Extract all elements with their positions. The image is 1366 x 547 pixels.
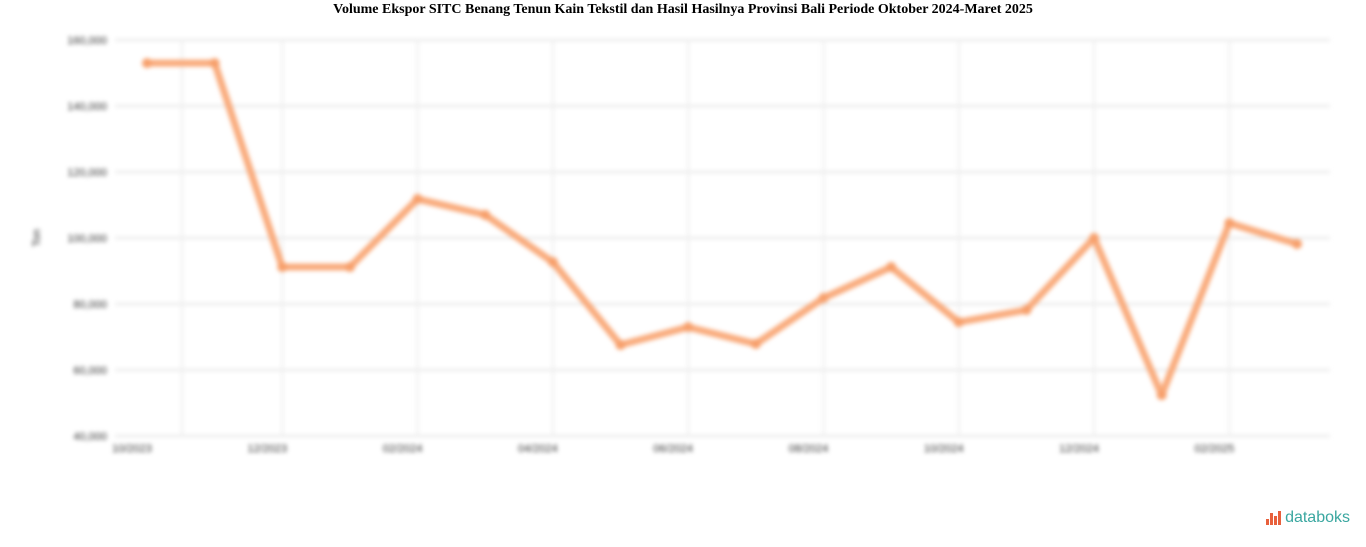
data-point — [344, 262, 355, 273]
data-point — [547, 257, 558, 268]
y-tick-label: 100,000 — [67, 233, 107, 245]
data-point — [953, 317, 964, 328]
x-tick-label: 02/2025 — [1194, 443, 1234, 455]
data-point — [818, 293, 829, 304]
data-point — [886, 262, 897, 273]
databoks-logo: databoks — [1266, 509, 1350, 527]
data-point — [1224, 218, 1235, 229]
data-point — [1292, 238, 1302, 249]
y-tick-label: 60,000 — [73, 365, 107, 377]
data-point — [209, 58, 220, 69]
y-tick-label: 160,000 — [67, 35, 107, 47]
data-point — [750, 338, 761, 349]
y-tick-label: 140,000 — [67, 101, 107, 113]
y-tick-label: 120,000 — [67, 167, 107, 179]
data-point — [142, 58, 152, 69]
y-axis-label: Ton — [31, 229, 43, 247]
x-tick-label: 10/2023 — [112, 443, 152, 455]
logo-bars-icon — [1266, 511, 1282, 525]
x-tick-label: 10/2024 — [924, 443, 964, 455]
brand-name: databoks — [1285, 509, 1350, 526]
x-tick-label: 12/2024 — [1059, 443, 1099, 455]
y-tick-label: 80,000 — [73, 299, 107, 311]
data-point — [1089, 233, 1100, 243]
x-tick-label: 12/2023 — [247, 443, 287, 455]
data-point — [615, 339, 626, 350]
x-tick-label: 02/2024 — [383, 443, 423, 455]
series-line — [143, 59, 1301, 399]
x-tick-label: 04/2024 — [518, 443, 558, 455]
chart-title: Volume Ekspor SITC Benang Tenun Kain Tek… — [333, 2, 1033, 17]
data-point — [480, 209, 491, 220]
data-point — [683, 322, 694, 333]
data-point — [412, 194, 423, 205]
data-point — [277, 262, 288, 273]
x-tick-label: 08/2024 — [789, 443, 829, 455]
x-tick-label: 06/2024 — [653, 443, 693, 455]
y-tick-label: 40,000 — [73, 431, 107, 443]
data-point — [1156, 390, 1167, 401]
data-point — [1021, 304, 1032, 315]
